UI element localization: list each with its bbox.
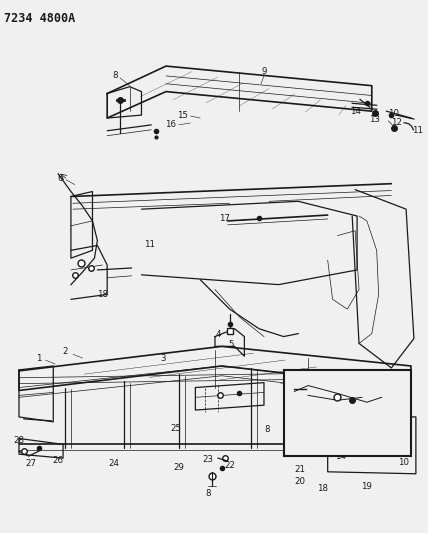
Text: 19: 19	[361, 482, 372, 491]
Text: 13: 13	[369, 447, 380, 456]
Text: 5: 5	[229, 340, 235, 349]
Text: 18: 18	[97, 290, 108, 299]
Text: 16: 16	[165, 120, 176, 130]
Text: 1: 1	[36, 353, 42, 362]
Text: 8: 8	[264, 425, 270, 434]
Text: 14: 14	[350, 107, 361, 116]
Text: 3: 3	[160, 353, 166, 362]
Text: 11: 11	[354, 424, 364, 433]
Text: 13: 13	[369, 116, 380, 125]
Text: 23: 23	[202, 455, 214, 464]
Text: 22: 22	[224, 462, 235, 471]
Text: 10: 10	[388, 109, 399, 118]
Text: 2: 2	[62, 347, 68, 356]
Text: 11: 11	[144, 240, 155, 249]
Text: 25: 25	[170, 424, 181, 433]
Text: 10: 10	[398, 458, 409, 467]
Text: 17: 17	[219, 214, 230, 223]
Text: 18: 18	[317, 484, 328, 493]
Text: 20: 20	[295, 477, 306, 486]
Text: 1: 1	[296, 378, 300, 387]
Text: 15: 15	[177, 110, 188, 119]
Text: 19: 19	[339, 416, 349, 425]
Text: 12: 12	[391, 118, 402, 127]
Text: 9: 9	[261, 68, 267, 76]
Text: 21: 21	[295, 465, 306, 474]
Text: 28: 28	[13, 436, 24, 445]
Text: 9: 9	[407, 379, 411, 388]
Bar	[284, 370, 411, 456]
Text: 8: 8	[112, 71, 118, 80]
Text: 8: 8	[205, 489, 211, 498]
Text: 4: 4	[215, 330, 221, 339]
Text: 7234 4800A: 7234 4800A	[4, 12, 75, 25]
Text: 13: 13	[316, 373, 326, 382]
Text: 11: 11	[412, 126, 423, 135]
Text: 27: 27	[25, 459, 36, 469]
Text: 24: 24	[109, 459, 119, 469]
Text: 6: 6	[57, 174, 63, 183]
Text: 29: 29	[173, 463, 184, 472]
Text: 12: 12	[394, 450, 405, 459]
Text: 26: 26	[53, 456, 64, 465]
Text: 14: 14	[335, 451, 346, 461]
Text: 7: 7	[407, 407, 411, 416]
